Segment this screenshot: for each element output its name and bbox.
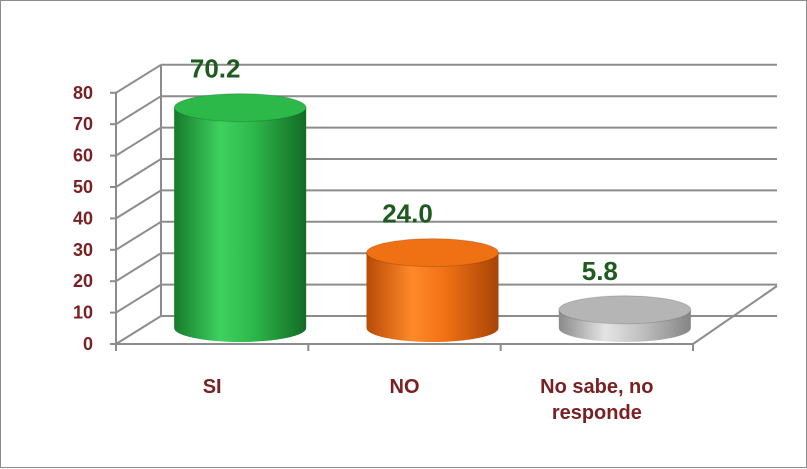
side-gridline: [115, 158, 162, 188]
y-tick-label: 30: [73, 240, 93, 260]
bar-body: [366, 252, 499, 342]
x-tick-label-line: responde: [552, 402, 642, 424]
x-tick-label-line: No sabe, no: [540, 376, 653, 398]
bar-2: [366, 238, 499, 342]
x-tick-label: NO: [390, 376, 420, 398]
y-tick-label: 10: [73, 303, 93, 323]
axis-layer: 0 10 20 30 40 50 60 70 80: [73, 83, 778, 354]
y-tick-label: 80: [73, 83, 93, 103]
bars-layer: [173, 93, 692, 342]
side-gridline: [115, 126, 162, 157]
side-gridline: [115, 283, 162, 314]
floor-right-edge: [692, 285, 778, 345]
y-tick-label: 20: [73, 271, 93, 291]
bar-body: [174, 107, 307, 342]
x-tick-label-line: NO: [390, 376, 420, 398]
side-gridline: [115, 315, 162, 345]
y-tick-label: 60: [73, 146, 93, 166]
side-gridline: [115, 220, 162, 251]
labels-layer: 70.2 SI 24.0 NO 5.8 No sabe, no responde: [190, 54, 654, 424]
bar-top: [558, 295, 692, 325]
y-tick-label: 40: [73, 208, 93, 228]
data-label: 24.0: [382, 199, 433, 229]
x-tick-label: SI: [203, 376, 222, 398]
data-label: 5.8: [582, 256, 618, 286]
data-label: 70.2: [190, 54, 241, 84]
y-tick-label: 50: [73, 177, 93, 197]
bar-3: [558, 295, 692, 342]
side-gridline: [115, 95, 162, 126]
bar-top: [173, 93, 307, 123]
x-tick-label-line: SI: [203, 376, 222, 398]
side-gridline: [115, 63, 162, 94]
bar-1: [173, 93, 307, 342]
y-tick-label: 0: [83, 334, 93, 354]
side-gridline: [115, 189, 162, 220]
side-gridline: [115, 252, 162, 283]
x-tick-label: No sabe, no responde: [540, 376, 653, 424]
y-tick-label: 70: [73, 114, 93, 134]
bar-top: [366, 238, 499, 268]
